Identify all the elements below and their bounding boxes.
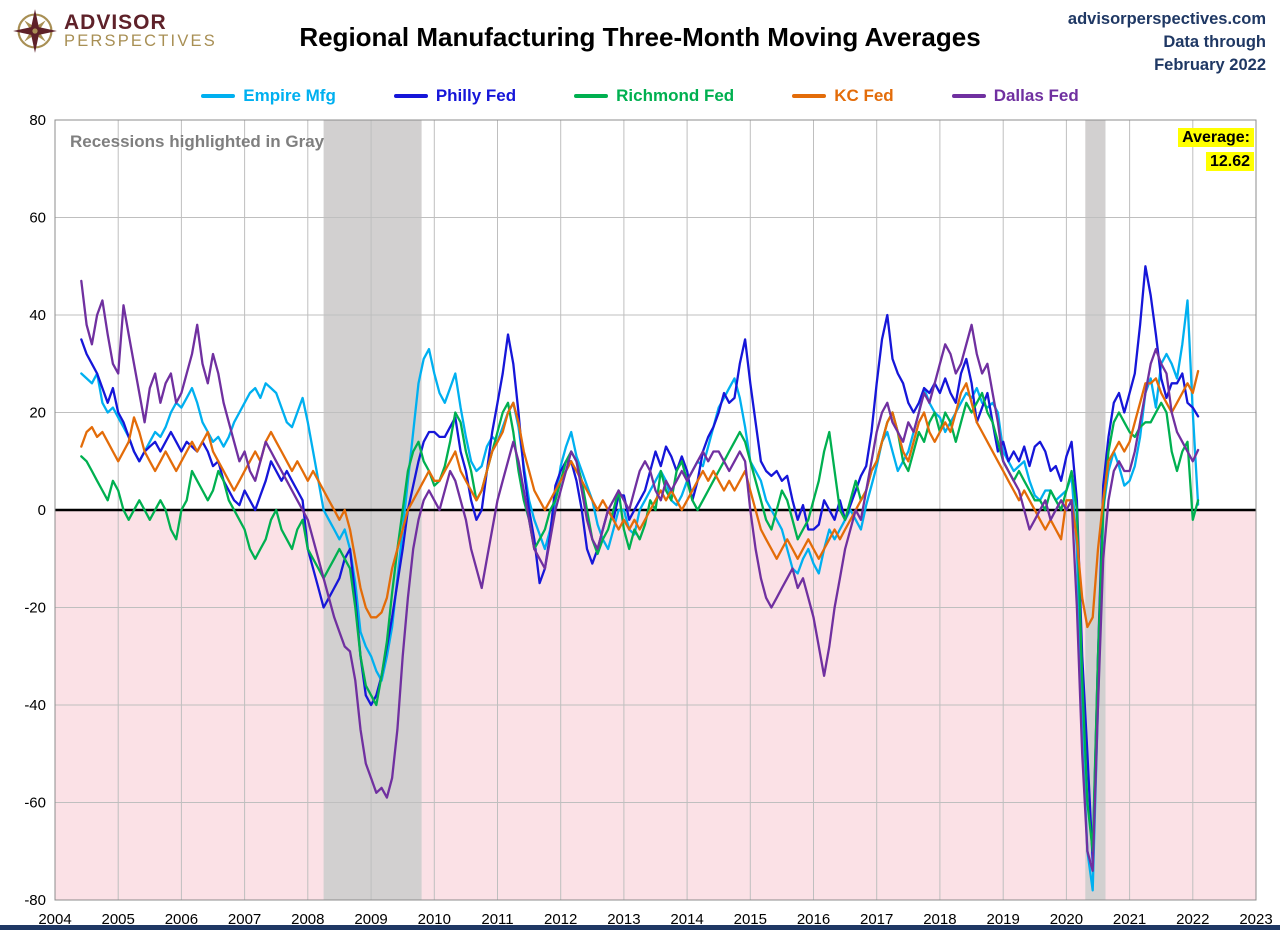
svg-text:2008: 2008	[291, 911, 324, 925]
svg-text:-40: -40	[24, 697, 46, 714]
svg-text:2013: 2013	[607, 911, 640, 925]
legend-item-kc: KC Fed	[792, 86, 894, 106]
svg-text:2006: 2006	[165, 911, 198, 925]
svg-text:2018: 2018	[923, 911, 956, 925]
page-title: Regional Manufacturing Three-Month Movin…	[299, 22, 981, 52]
svg-text:-60: -60	[24, 795, 46, 812]
average-label: Average:	[1178, 128, 1254, 147]
legend-item-empire: Empire Mfg	[201, 86, 336, 106]
header: ADVISOR PERSPECTIVES Regional Manufactur…	[0, 0, 1280, 112]
svg-text:20: 20	[29, 405, 46, 422]
svg-text:-20: -20	[24, 600, 46, 617]
legend-item-richmond: Richmond Fed	[574, 86, 734, 106]
svg-text:2022: 2022	[1176, 911, 1209, 925]
svg-text:2014: 2014	[670, 911, 703, 925]
svg-text:2019: 2019	[987, 911, 1020, 925]
source-data-month: February 2022	[1154, 56, 1266, 75]
svg-text:-80: -80	[24, 892, 46, 909]
svg-text:2004: 2004	[38, 911, 71, 925]
logo-advisor-text: ADVISOR	[64, 11, 167, 35]
dallas-line-swatch	[951, 94, 986, 98]
legend-label-kc: KC Fed	[834, 86, 894, 105]
legend-label-philly: Philly Fed	[435, 86, 517, 105]
philly-line-swatch	[393, 94, 428, 98]
svg-text:2012: 2012	[544, 911, 577, 925]
source-site: advisorperspectives.com	[1067, 10, 1266, 28]
advisor-perspectives-logo: ADVISOR PERSPECTIVES	[12, 8, 217, 54]
average-annotation: Average: 12.62	[1178, 126, 1254, 174]
svg-text:80: 80	[29, 112, 46, 129]
legend-item-dallas: Dallas Fed	[951, 86, 1079, 106]
legend-label-empire: Empire Mfg	[243, 86, 336, 105]
svg-text:2007: 2007	[228, 911, 261, 925]
richmond-line-swatch	[574, 94, 609, 98]
chart-area: -80 -60 -40 -20 0 20 40 60 80 2004 2005 2006 2007 200…	[0, 112, 1280, 928]
legend-label-dallas: Dallas Fed	[993, 86, 1079, 105]
empire-line-swatch	[201, 94, 236, 98]
legend-label-richmond: Richmond Fed	[616, 86, 735, 105]
svg-text:2016: 2016	[797, 911, 830, 925]
svg-text:40: 40	[29, 307, 46, 324]
footer-bar	[0, 925, 1280, 930]
compass-rose-icon	[13, 9, 57, 53]
legend-item-philly: Philly Fed	[393, 86, 517, 106]
svg-text:2011: 2011	[481, 911, 513, 925]
chart-legend: Empire Mfg Philly Fed Richmond Fed KC Fe…	[0, 86, 1280, 106]
source-data-through: Data through	[1163, 33, 1266, 52]
line-chart: -80 -60 -40 -20 0 20 40 60 80 2004 2005 2006 2007 200…	[24, 112, 1272, 928]
kc-line-swatch	[792, 94, 827, 98]
svg-text:2005: 2005	[102, 911, 135, 925]
svg-text:2009: 2009	[354, 911, 387, 925]
recession-note: Recessions highlighted in Gray	[70, 132, 325, 151]
svg-text:2015: 2015	[734, 911, 767, 925]
svg-text:2017: 2017	[860, 911, 893, 925]
average-value: 12.62	[1205, 152, 1254, 171]
svg-text:0: 0	[38, 502, 46, 519]
source-attribution: advisorperspectives.com Data through Feb…	[1068, 8, 1266, 77]
svg-text:2023: 2023	[1239, 911, 1272, 925]
svg-text:60: 60	[29, 210, 46, 227]
svg-text:2021: 2021	[1113, 911, 1146, 925]
svg-text:2010: 2010	[418, 911, 451, 925]
svg-text:2020: 2020	[1050, 911, 1083, 925]
logo-perspectives-text: PERSPECTIVES	[64, 32, 217, 51]
